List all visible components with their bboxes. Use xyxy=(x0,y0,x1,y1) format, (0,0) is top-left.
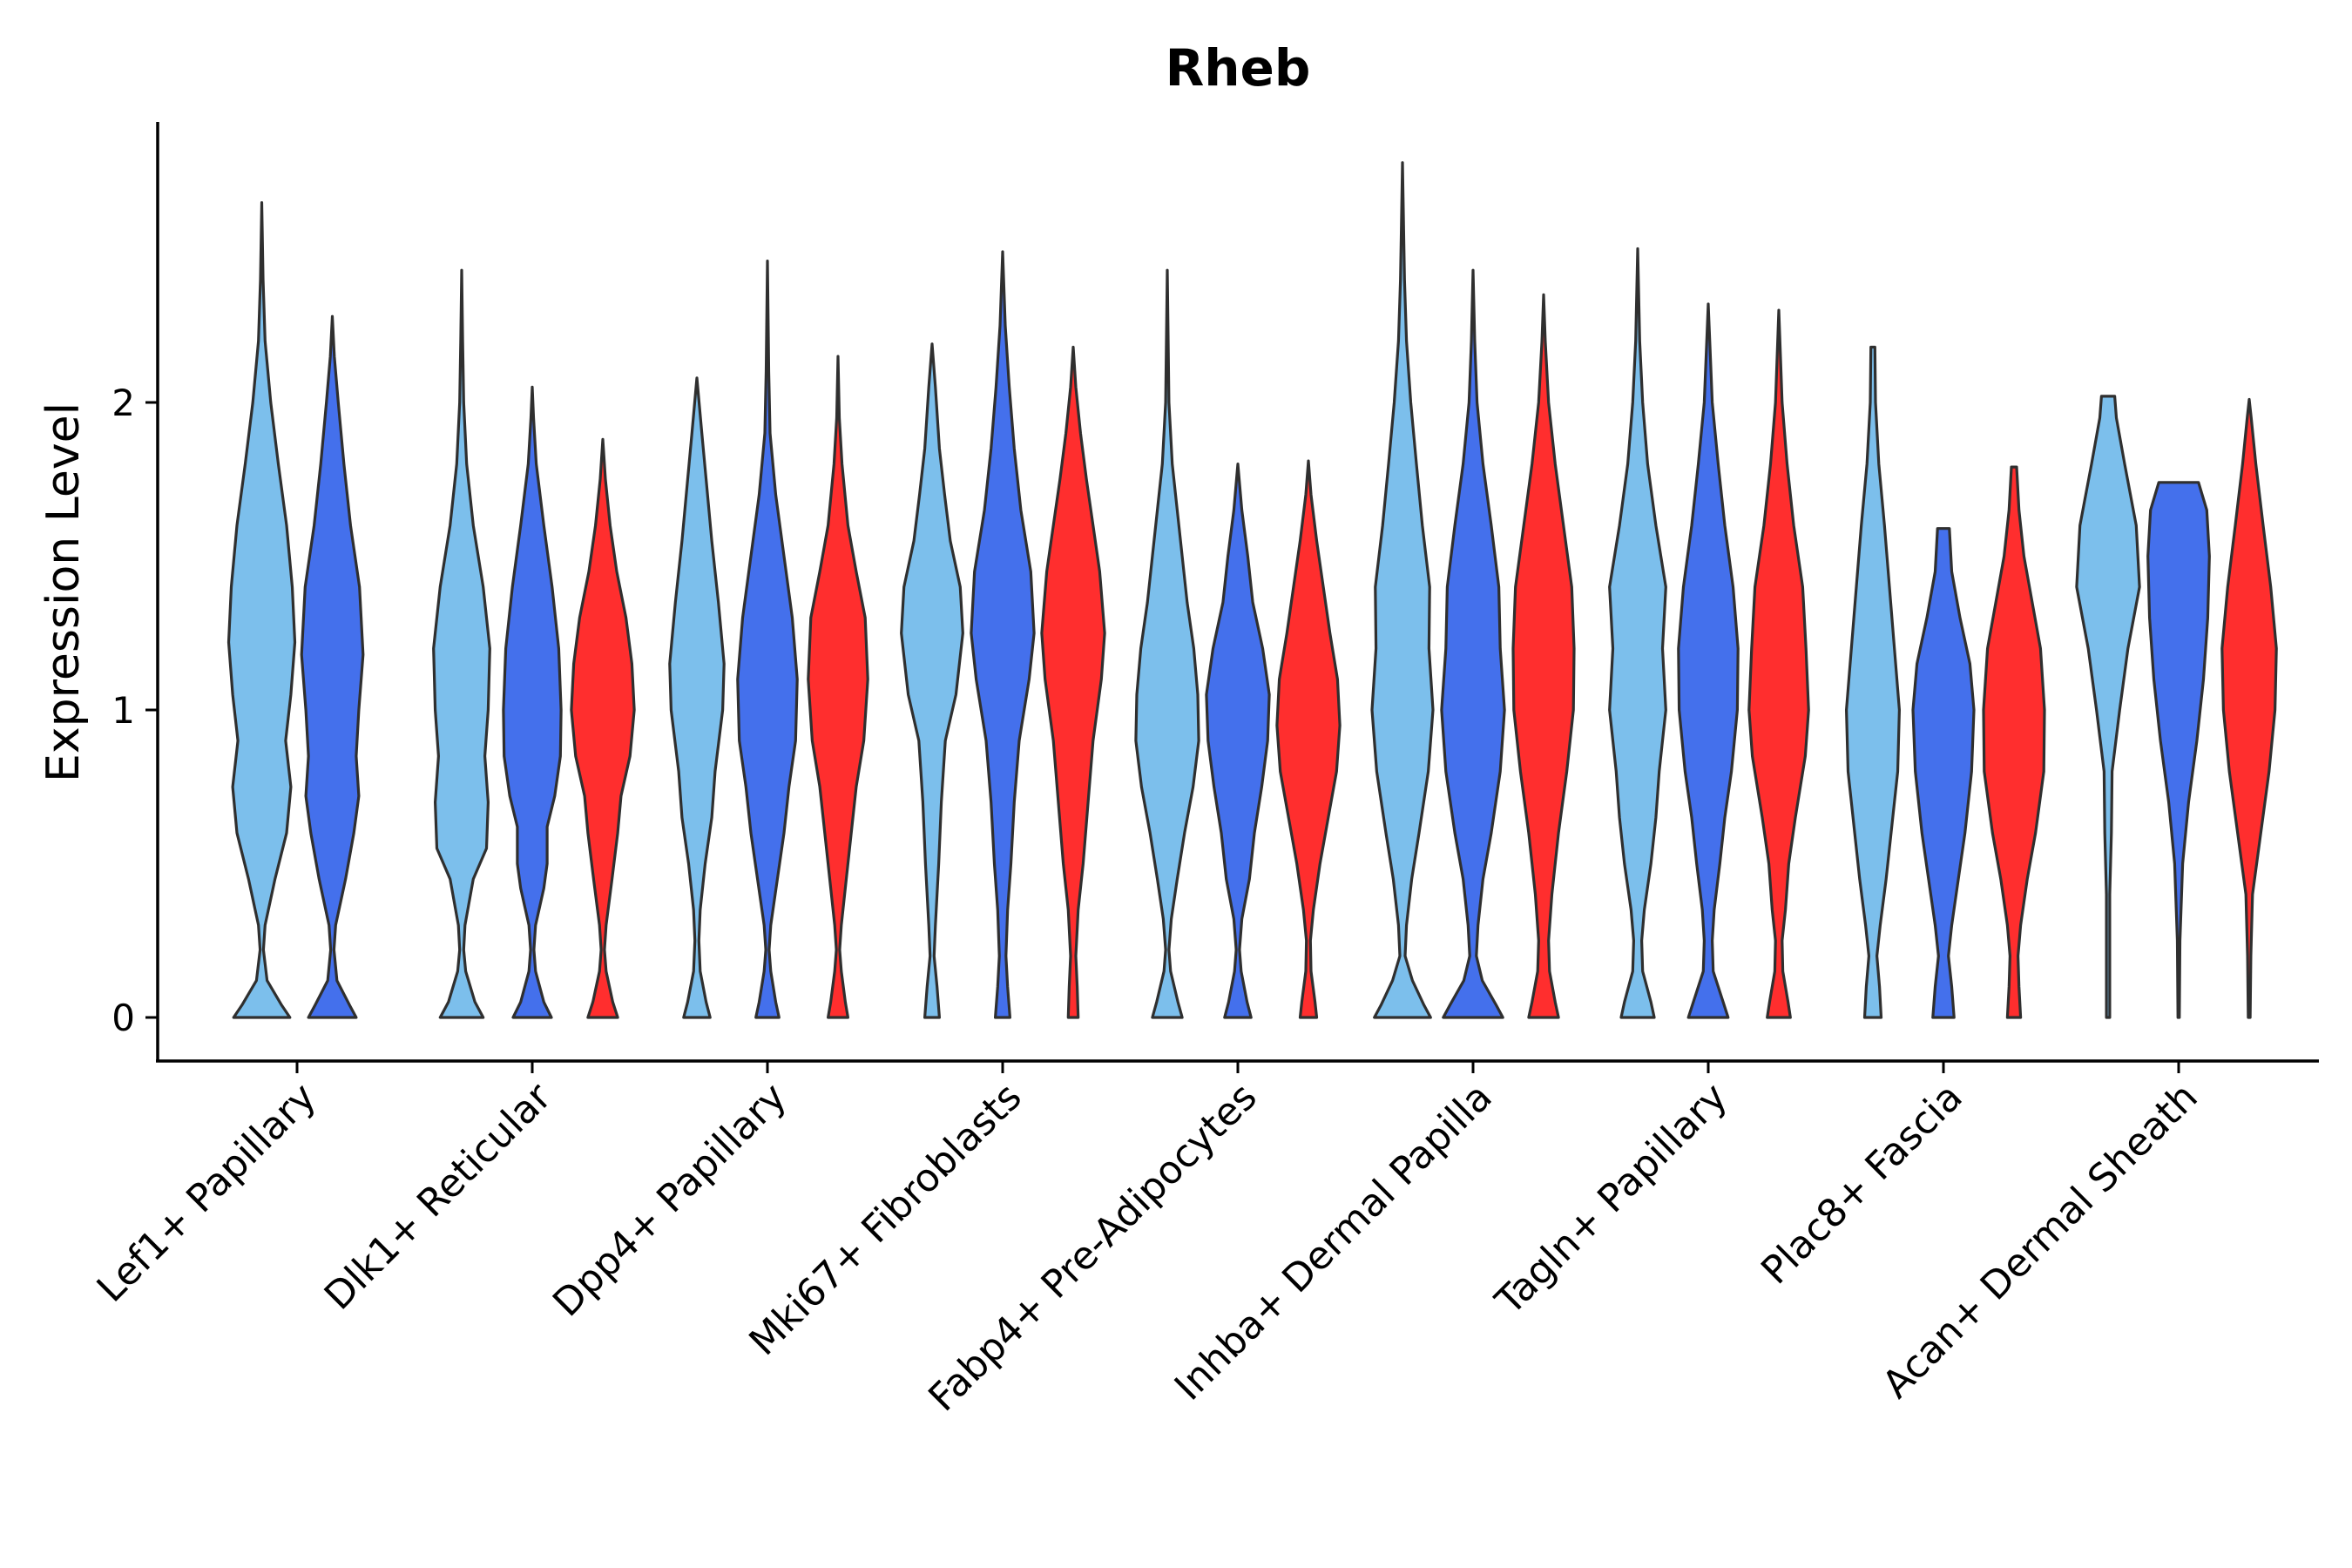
violin-5-3 xyxy=(1275,459,1342,1019)
violin-7-2 xyxy=(1677,302,1740,1019)
y-tick-label: 2 xyxy=(112,382,135,424)
violin-2-2 xyxy=(502,385,563,1019)
x-tick-label: Tagln+ Papillary xyxy=(1487,1075,1736,1324)
x-tick-label: Plac8+ Fascia xyxy=(1753,1075,1971,1294)
x-tick-label: Lef1+ Papillary xyxy=(89,1075,325,1311)
violin-7-3 xyxy=(1747,308,1810,1019)
violin-9-3 xyxy=(2220,397,2278,1019)
y-axis-ticks: 0 1 2 xyxy=(112,382,158,1039)
violin-3-1 xyxy=(668,376,726,1019)
x-tick-label: Dlk1+ Reticular xyxy=(316,1074,561,1319)
violin-7-1 xyxy=(1608,247,1667,1019)
violin-layer xyxy=(226,161,2278,1019)
y-axis-label: Expression Level xyxy=(37,402,90,782)
violin-6-2 xyxy=(1440,268,1506,1019)
violin-4-1 xyxy=(900,342,964,1019)
y-tick-label: 1 xyxy=(112,689,135,732)
violin-5-2 xyxy=(1205,463,1271,1019)
violin-8-3 xyxy=(1982,465,2046,1019)
violin-9-1 xyxy=(2075,395,2141,1019)
violin-6-1 xyxy=(1370,161,1435,1019)
violin-8-2 xyxy=(1911,527,1976,1019)
violin-1-2 xyxy=(300,314,365,1019)
violin-2-3 xyxy=(570,437,636,1019)
violin-5-1 xyxy=(1134,268,1200,1019)
violin-1-1 xyxy=(226,201,297,1019)
violin-3-3 xyxy=(807,355,869,1019)
violin-4-3 xyxy=(1040,345,1106,1019)
violin-2-1 xyxy=(432,268,491,1019)
x-tick-label: Dpp4+ Papillary xyxy=(544,1075,795,1326)
y-tick-label: 0 xyxy=(112,997,135,1039)
chart-title: Rheb xyxy=(1166,38,1311,98)
violin-3-2 xyxy=(736,260,799,1019)
violin-8-1 xyxy=(1845,345,1901,1019)
violin-9-2 xyxy=(2146,481,2211,1019)
violin-6-3 xyxy=(1511,293,1576,1019)
violin-4-2 xyxy=(970,250,1036,1019)
